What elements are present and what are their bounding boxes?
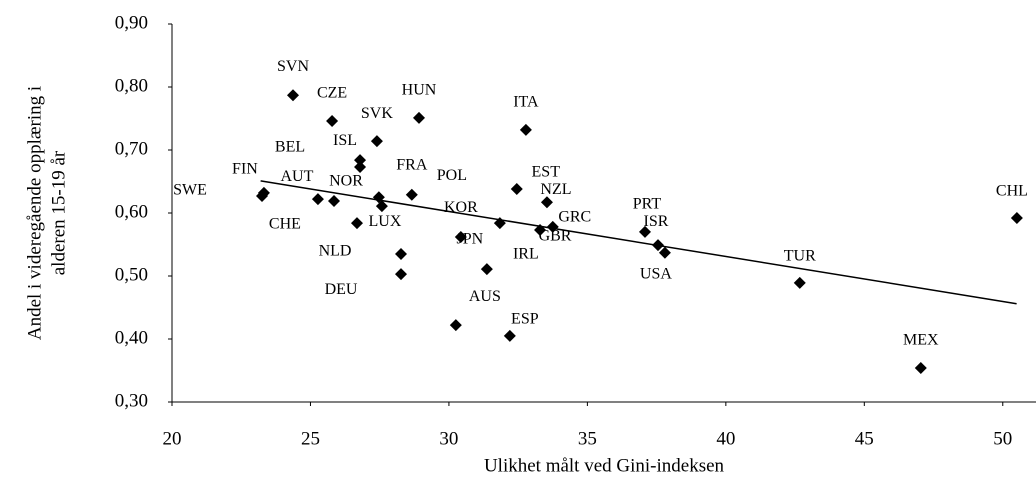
y-tick-label: 0,70 <box>115 138 148 159</box>
point <box>480 263 493 276</box>
point-label: GRC <box>558 209 591 226</box>
point <box>503 329 516 342</box>
point-label: LUX <box>369 213 402 230</box>
x-tick-label: 35 <box>578 428 597 449</box>
point-label: BEL <box>275 139 305 156</box>
point <box>534 224 547 237</box>
point-label: ISL <box>333 132 357 149</box>
y-tick-label: 0,40 <box>115 327 148 348</box>
point-label: IRL <box>513 246 539 263</box>
point-label: ISR <box>644 213 669 230</box>
y-tick-label: 0,90 <box>115 12 148 33</box>
point-label: AUS <box>469 288 501 305</box>
x-tick-label: 50 <box>993 428 1012 449</box>
point <box>256 189 268 202</box>
point <box>311 193 324 206</box>
point-label: ITA <box>513 94 539 111</box>
point <box>652 239 664 252</box>
point <box>454 230 467 243</box>
point-label: SVN <box>277 58 309 75</box>
point <box>638 225 651 238</box>
x-tick-label: 20 <box>163 428 182 449</box>
point-label: EST <box>532 164 561 181</box>
point-label: HUN <box>402 82 437 99</box>
point <box>658 246 671 259</box>
point-label: SVK <box>361 105 393 122</box>
point <box>350 217 363 230</box>
y-tick-label: 0,30 <box>115 390 148 411</box>
point <box>354 154 367 167</box>
point-label: NLD <box>319 243 352 260</box>
x-tick-label: 25 <box>301 428 320 449</box>
x-tick-label: 30 <box>439 428 458 449</box>
point <box>510 183 523 196</box>
point-label: KOR <box>444 199 478 216</box>
point-label: CZE <box>317 85 347 102</box>
point <box>287 89 300 102</box>
x-axis-title: Ulikhet målt ved Gini-indeksen <box>484 455 725 476</box>
point-label: SWE <box>173 182 207 199</box>
point-label: NZL <box>540 181 571 198</box>
point <box>914 361 927 374</box>
point-label: FRA <box>396 156 428 173</box>
point <box>540 196 553 209</box>
point <box>493 217 506 230</box>
y-tick-label: 0,60 <box>115 201 148 222</box>
y-axis-title: Andel i videregående opplæring i <box>24 86 45 340</box>
point <box>395 268 408 281</box>
point <box>1010 212 1023 225</box>
point-label: TUR <box>784 248 816 265</box>
point <box>413 111 426 124</box>
point-label: CHL <box>996 183 1028 200</box>
point-label: NOR <box>329 173 363 190</box>
point <box>375 200 388 213</box>
x-tick-label: 45 <box>855 428 874 449</box>
point-label: DEU <box>325 281 358 298</box>
point-label: CHE <box>269 216 301 233</box>
y-tick-label: 0,50 <box>115 264 148 285</box>
point <box>519 123 532 136</box>
point <box>395 247 408 260</box>
point-label: AUT <box>280 168 313 185</box>
point-label: GBR <box>539 228 572 245</box>
y-tick-label: 0,80 <box>115 75 148 96</box>
point <box>328 195 340 208</box>
point <box>370 135 383 148</box>
y-axis-title: alderen 15-19 år <box>48 150 69 275</box>
point <box>354 161 367 174</box>
point-label: USA <box>640 265 672 282</box>
point <box>405 188 418 201</box>
point-label: FIN <box>232 161 258 178</box>
point <box>546 220 559 233</box>
point-label: MEX <box>903 332 939 349</box>
point-label: PRT <box>633 196 662 213</box>
x-tick-label: 40 <box>716 428 735 449</box>
trend-line <box>260 180 1017 305</box>
point <box>449 319 462 332</box>
point <box>326 115 339 128</box>
point <box>793 276 806 289</box>
point-label: POL <box>437 167 467 184</box>
point-label: JPN <box>456 231 483 248</box>
point-label: ESP <box>511 311 539 328</box>
